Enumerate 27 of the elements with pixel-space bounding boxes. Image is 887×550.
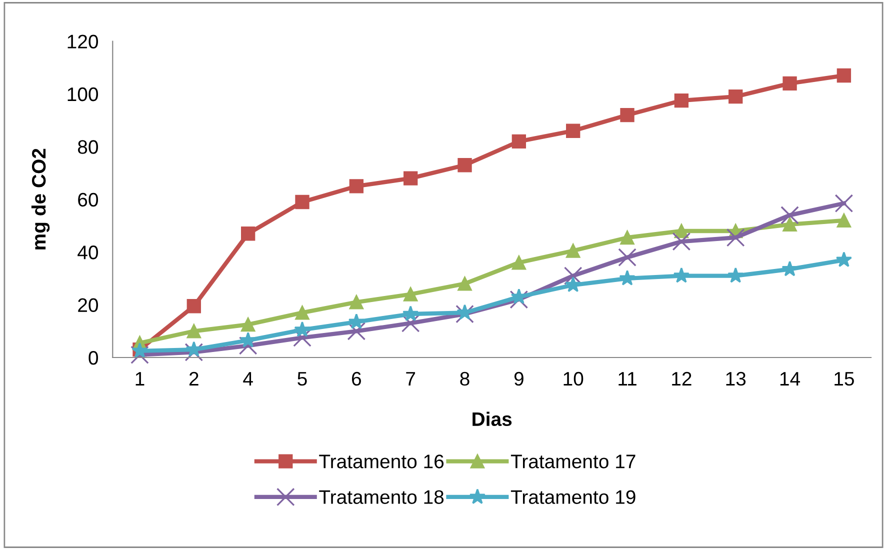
x-tick-label: 1	[136, 372, 144, 386]
x-tick-label: 2	[189, 372, 198, 386]
y-tick-label: 40	[78, 246, 98, 260]
x-tick-label: 8	[460, 372, 470, 386]
y-tick-label: 60	[78, 192, 98, 207]
x-tick-label: 7	[406, 372, 416, 386]
x-axis-title: Dias	[472, 412, 512, 426]
x-tick-label: 5	[298, 372, 307, 386]
x-tick-label: 12	[672, 372, 692, 386]
x-tick-label: 14	[780, 372, 800, 386]
y-tick-label: 120	[68, 34, 98, 48]
y-tick-label: 80	[78, 140, 98, 154]
x-tick-label: 11	[618, 372, 636, 386]
x-tick-label: 6	[352, 372, 361, 386]
y-tick-label: 100	[68, 87, 98, 102]
x-tick-label: 15	[834, 372, 854, 386]
y-axis-title: mg de CO2	[31, 148, 50, 250]
x-tick-label: 9	[514, 372, 524, 386]
x-tick-label: 4	[243, 372, 253, 386]
legend-label: Tratamento 18	[319, 490, 444, 504]
x-tick-label: 10	[564, 372, 584, 386]
legend-label: Tratamento 17	[510, 454, 636, 468]
legend-label: Tratamento 16	[319, 454, 444, 468]
x-tick-label: 13	[726, 372, 746, 386]
legend-label: Tratamento 19	[510, 490, 636, 504]
y-tick-label: 0	[88, 350, 98, 365]
y-tick-label: 20	[78, 298, 98, 312]
